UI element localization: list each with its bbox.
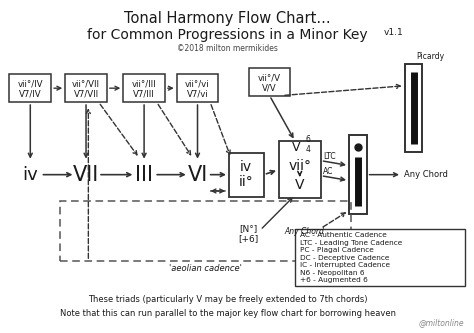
Text: vii°: vii° (288, 160, 311, 173)
Bar (279, 141, 320, 198)
Text: iv: iv (240, 161, 252, 174)
Bar (295, 228, 465, 286)
Text: V/V: V/V (262, 83, 277, 92)
Bar (177, 74, 219, 102)
Text: IC - Interrupted Cadence: IC - Interrupted Cadence (300, 262, 390, 268)
Text: V7/III: V7/III (133, 90, 155, 99)
Text: 6
4: 6 4 (306, 135, 310, 154)
Text: LTC - Leading Tone Cadence: LTC - Leading Tone Cadence (300, 240, 402, 246)
Bar (248, 68, 291, 96)
Text: vii°/VII: vii°/VII (72, 80, 100, 89)
Text: ©2018 milton mermikides: ©2018 milton mermikides (177, 44, 278, 53)
Text: III: III (135, 165, 153, 185)
Bar (405, 64, 422, 152)
Text: vii°/vi: vii°/vi (185, 80, 210, 89)
Text: +6 - Augmented 6: +6 - Augmented 6 (300, 277, 367, 283)
Text: V: V (295, 178, 304, 192)
Text: These triads (particularly V may be freely extended to 7th chords): These triads (particularly V may be free… (88, 295, 367, 304)
Text: Tonal Harmony Flow Chart...: Tonal Harmony Flow Chart... (124, 11, 331, 27)
Text: ii°: ii° (239, 175, 254, 189)
Text: @miltonline: @miltonline (419, 318, 465, 327)
Text: V: V (292, 141, 300, 154)
Text: [N°]: [N°] (239, 224, 258, 233)
Text: V7/IV: V7/IV (19, 90, 42, 99)
Text: Any Chord: Any Chord (284, 227, 324, 236)
Text: for Common Progressions in a Minor Key: for Common Progressions in a Minor Key (87, 28, 368, 42)
Text: VII: VII (73, 165, 99, 185)
Text: N6 - Neopolitan 6: N6 - Neopolitan 6 (300, 270, 364, 276)
Text: DC - Deceptive Cadence: DC - Deceptive Cadence (300, 255, 389, 261)
Text: Any Chord: Any Chord (404, 170, 448, 179)
Bar (65, 74, 107, 102)
Bar (229, 153, 264, 197)
Text: V7/vi: V7/vi (187, 90, 209, 99)
Text: Note that this can run parallel to the major key flow chart for borrowing heaven: Note that this can run parallel to the m… (60, 309, 396, 318)
Text: AC - Authentic Cadence: AC - Authentic Cadence (300, 232, 386, 238)
Bar (9, 74, 51, 102)
Text: PC - Plagal Cadence: PC - Plagal Cadence (300, 247, 374, 253)
Text: VI: VI (187, 165, 208, 185)
Bar (123, 74, 165, 102)
Text: vii°/V: vii°/V (258, 73, 281, 82)
Text: 'aeolian cadence': 'aeolian cadence' (169, 264, 242, 273)
Text: V7/VII: V7/VII (73, 90, 99, 99)
Text: LTC: LTC (323, 152, 336, 161)
Text: [+6]: [+6] (238, 234, 259, 243)
Text: vii°/IV: vii°/IV (18, 80, 43, 89)
Text: AC: AC (323, 166, 333, 175)
Text: iv: iv (22, 166, 38, 184)
Text: vii°/III: vii°/III (132, 80, 156, 89)
Text: v1.1: v1.1 (383, 28, 403, 37)
Bar (349, 136, 366, 214)
Text: Picardy: Picardy (416, 52, 444, 61)
Bar (61, 201, 351, 261)
